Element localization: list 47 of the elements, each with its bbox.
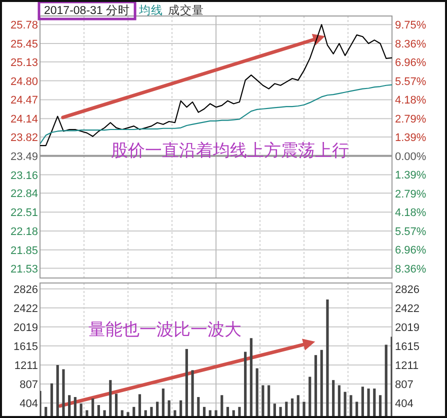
y2-tick-label: 5.57% (395, 226, 426, 238)
y-tick-label: 24.14 (10, 114, 38, 126)
y2-tick-label: 4.18% (395, 94, 426, 107)
text: 均线 (138, 4, 164, 17)
y-tick-label: 23.82 (10, 132, 38, 144)
y-tick-label: 25.78 (10, 20, 38, 32)
y-tick-label: 1615 (14, 340, 38, 353)
y2-tick-label: 5.57% (395, 76, 426, 88)
y-tick-label: 2422 (14, 302, 38, 315)
y2-tick-label: 2019 (395, 322, 420, 334)
annotation: 成交量 (168, 3, 204, 17)
y2-tick-label: 2422 (395, 302, 420, 315)
y-tick-label: 23.49 (10, 150, 38, 163)
y-tick-label: 23.16 (10, 170, 38, 182)
y2-tick-label: 6.96% (395, 244, 426, 257)
y2-tick-label: 404 (395, 398, 414, 410)
y2-tick-label: 8.36% (395, 38, 426, 50)
y-tick-label: 25.45 (10, 38, 38, 51)
y-tick-label: 807 (20, 378, 38, 391)
chart-title: 2017-08-31 分时 (44, 4, 130, 17)
y-tick-label: 2826 (14, 284, 38, 296)
y-tick-label: 1211 (14, 360, 38, 372)
y2-tick-label: 807 (395, 378, 414, 391)
y2-tick-label: 1.39% (395, 132, 426, 144)
y2-tick-label: 1615 (395, 340, 420, 353)
y2-tick-label: 0.00% (395, 150, 426, 163)
y2-tick-label: 1211 (395, 360, 419, 372)
y-tick-label: 22.51 (10, 207, 38, 220)
y-tick-label: 404 (20, 398, 38, 410)
y-tick-label: 24.47 (10, 94, 38, 107)
y-tick-label: 21.53 (10, 263, 38, 276)
y2-tick-label: 2826 (395, 284, 420, 296)
y-tick-label: 22.84 (10, 188, 38, 200)
y2-tick-label: 2.79% (395, 188, 426, 200)
y-tick-label: 2019 (14, 322, 38, 334)
y2-tick-label: 1.39% (395, 170, 426, 182)
y2-tick-label: 2.79% (395, 113, 426, 126)
y-tick-label: 24.80 (10, 76, 38, 88)
y-tick-label: 25.13 (10, 56, 38, 69)
y2-tick-label: 4.18% (395, 207, 426, 220)
y2-tick-label: 8.36% (395, 263, 426, 276)
y2-tick-label: 9.75% (395, 20, 426, 32)
y-tick-label: 21.85 (10, 244, 38, 257)
y-tick-label: 22.18 (10, 226, 38, 238)
y2-tick-label: 6.96% (395, 57, 426, 70)
annotation: 量能也一波比一波大 (88, 320, 242, 339)
annotation: 股价一直沿着均线上方震荡上行 (111, 141, 349, 160)
